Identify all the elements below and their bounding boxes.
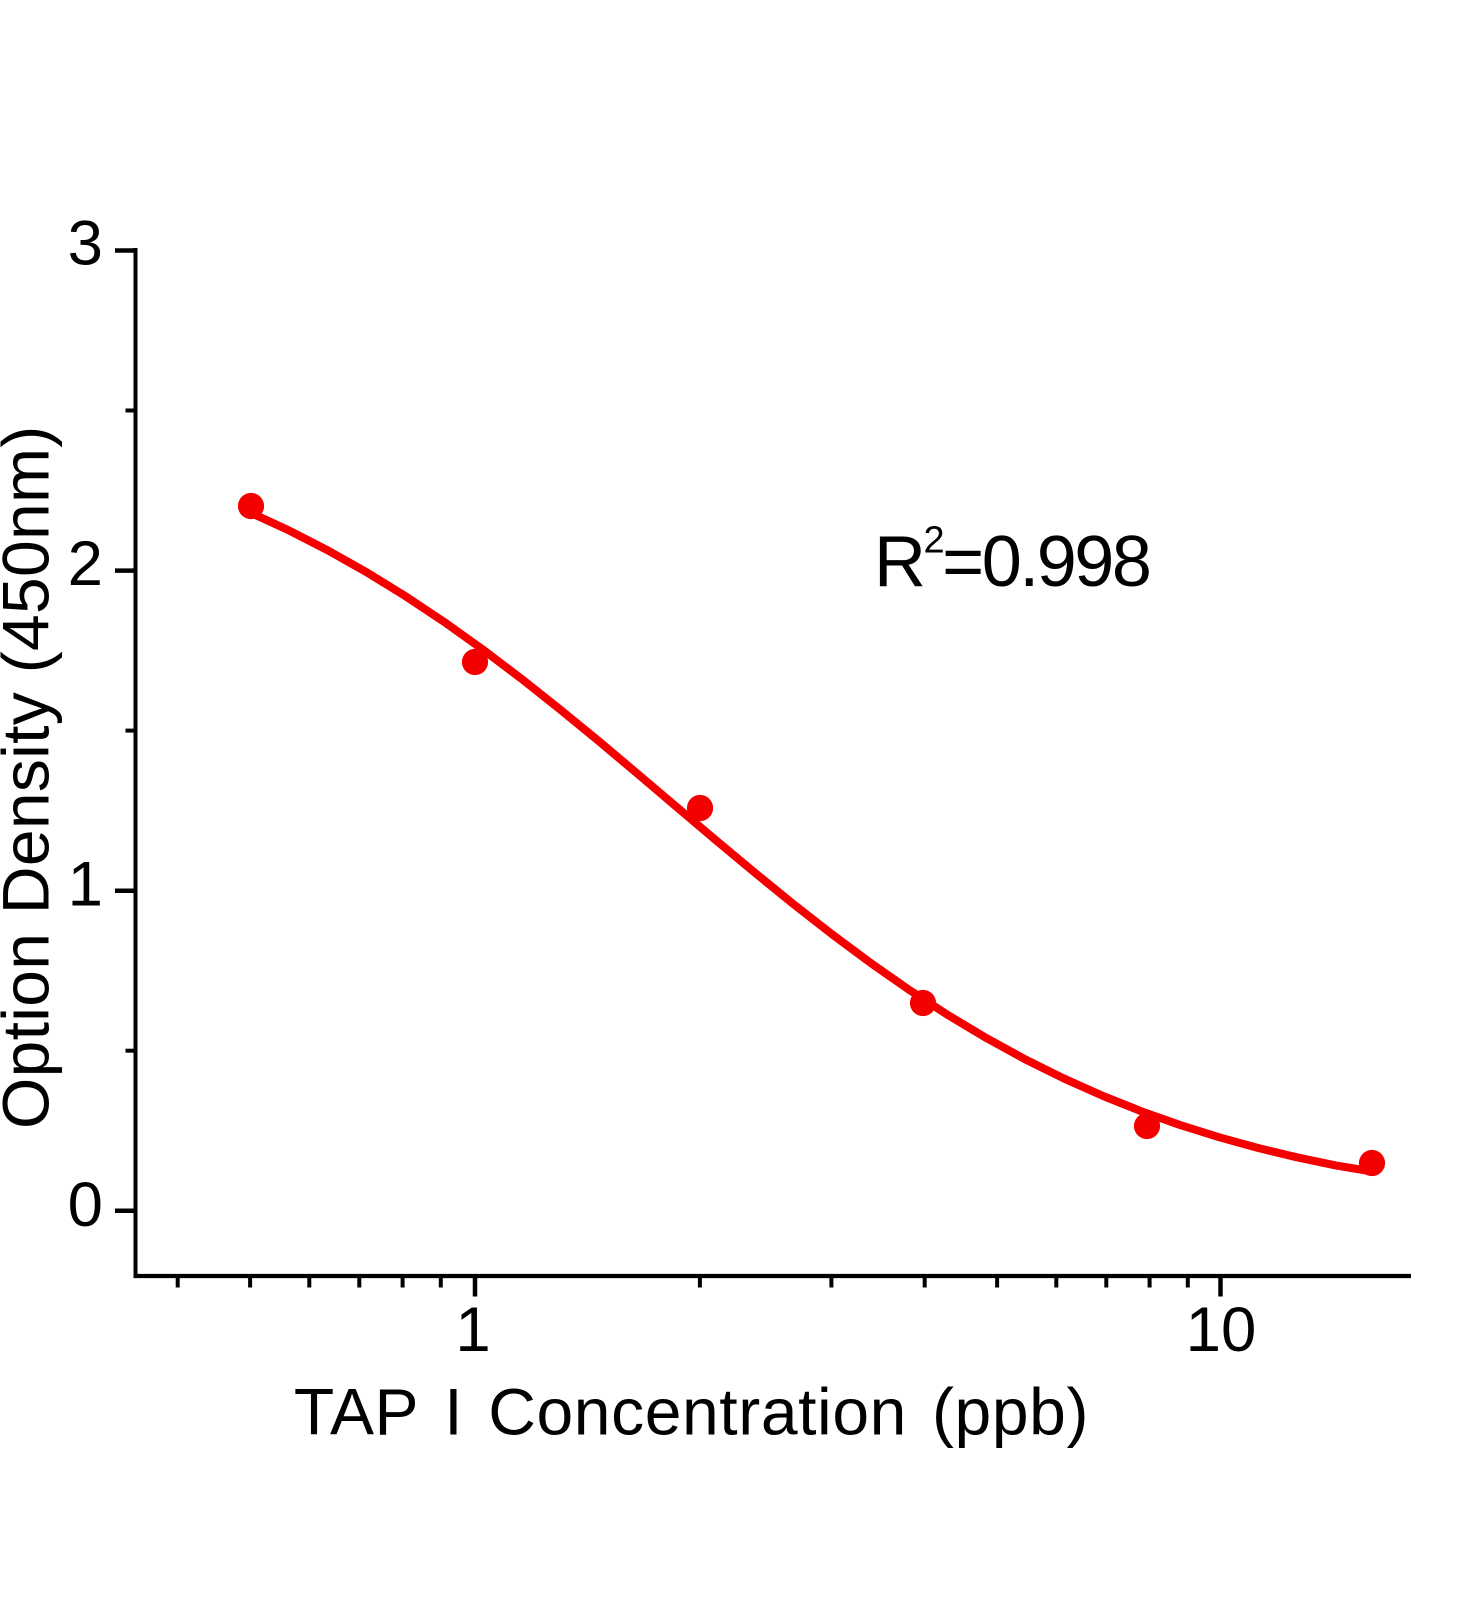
svg-text:1: 1 — [455, 1295, 490, 1365]
svg-text:2: 2 — [68, 529, 103, 599]
svg-text:TAP I Concentration (ppb): TAP I Concentration (ppb) — [294, 1375, 1089, 1449]
svg-text:Option Density (450nm): Option Density (450nm) — [0, 425, 63, 1129]
svg-text:10: 10 — [1186, 1295, 1257, 1365]
svg-text:0: 0 — [68, 1170, 103, 1240]
svg-text:R2=0.998: R2=0.998 — [874, 520, 1149, 603]
svg-text:1: 1 — [68, 850, 103, 920]
svg-text:3: 3 — [68, 209, 103, 279]
